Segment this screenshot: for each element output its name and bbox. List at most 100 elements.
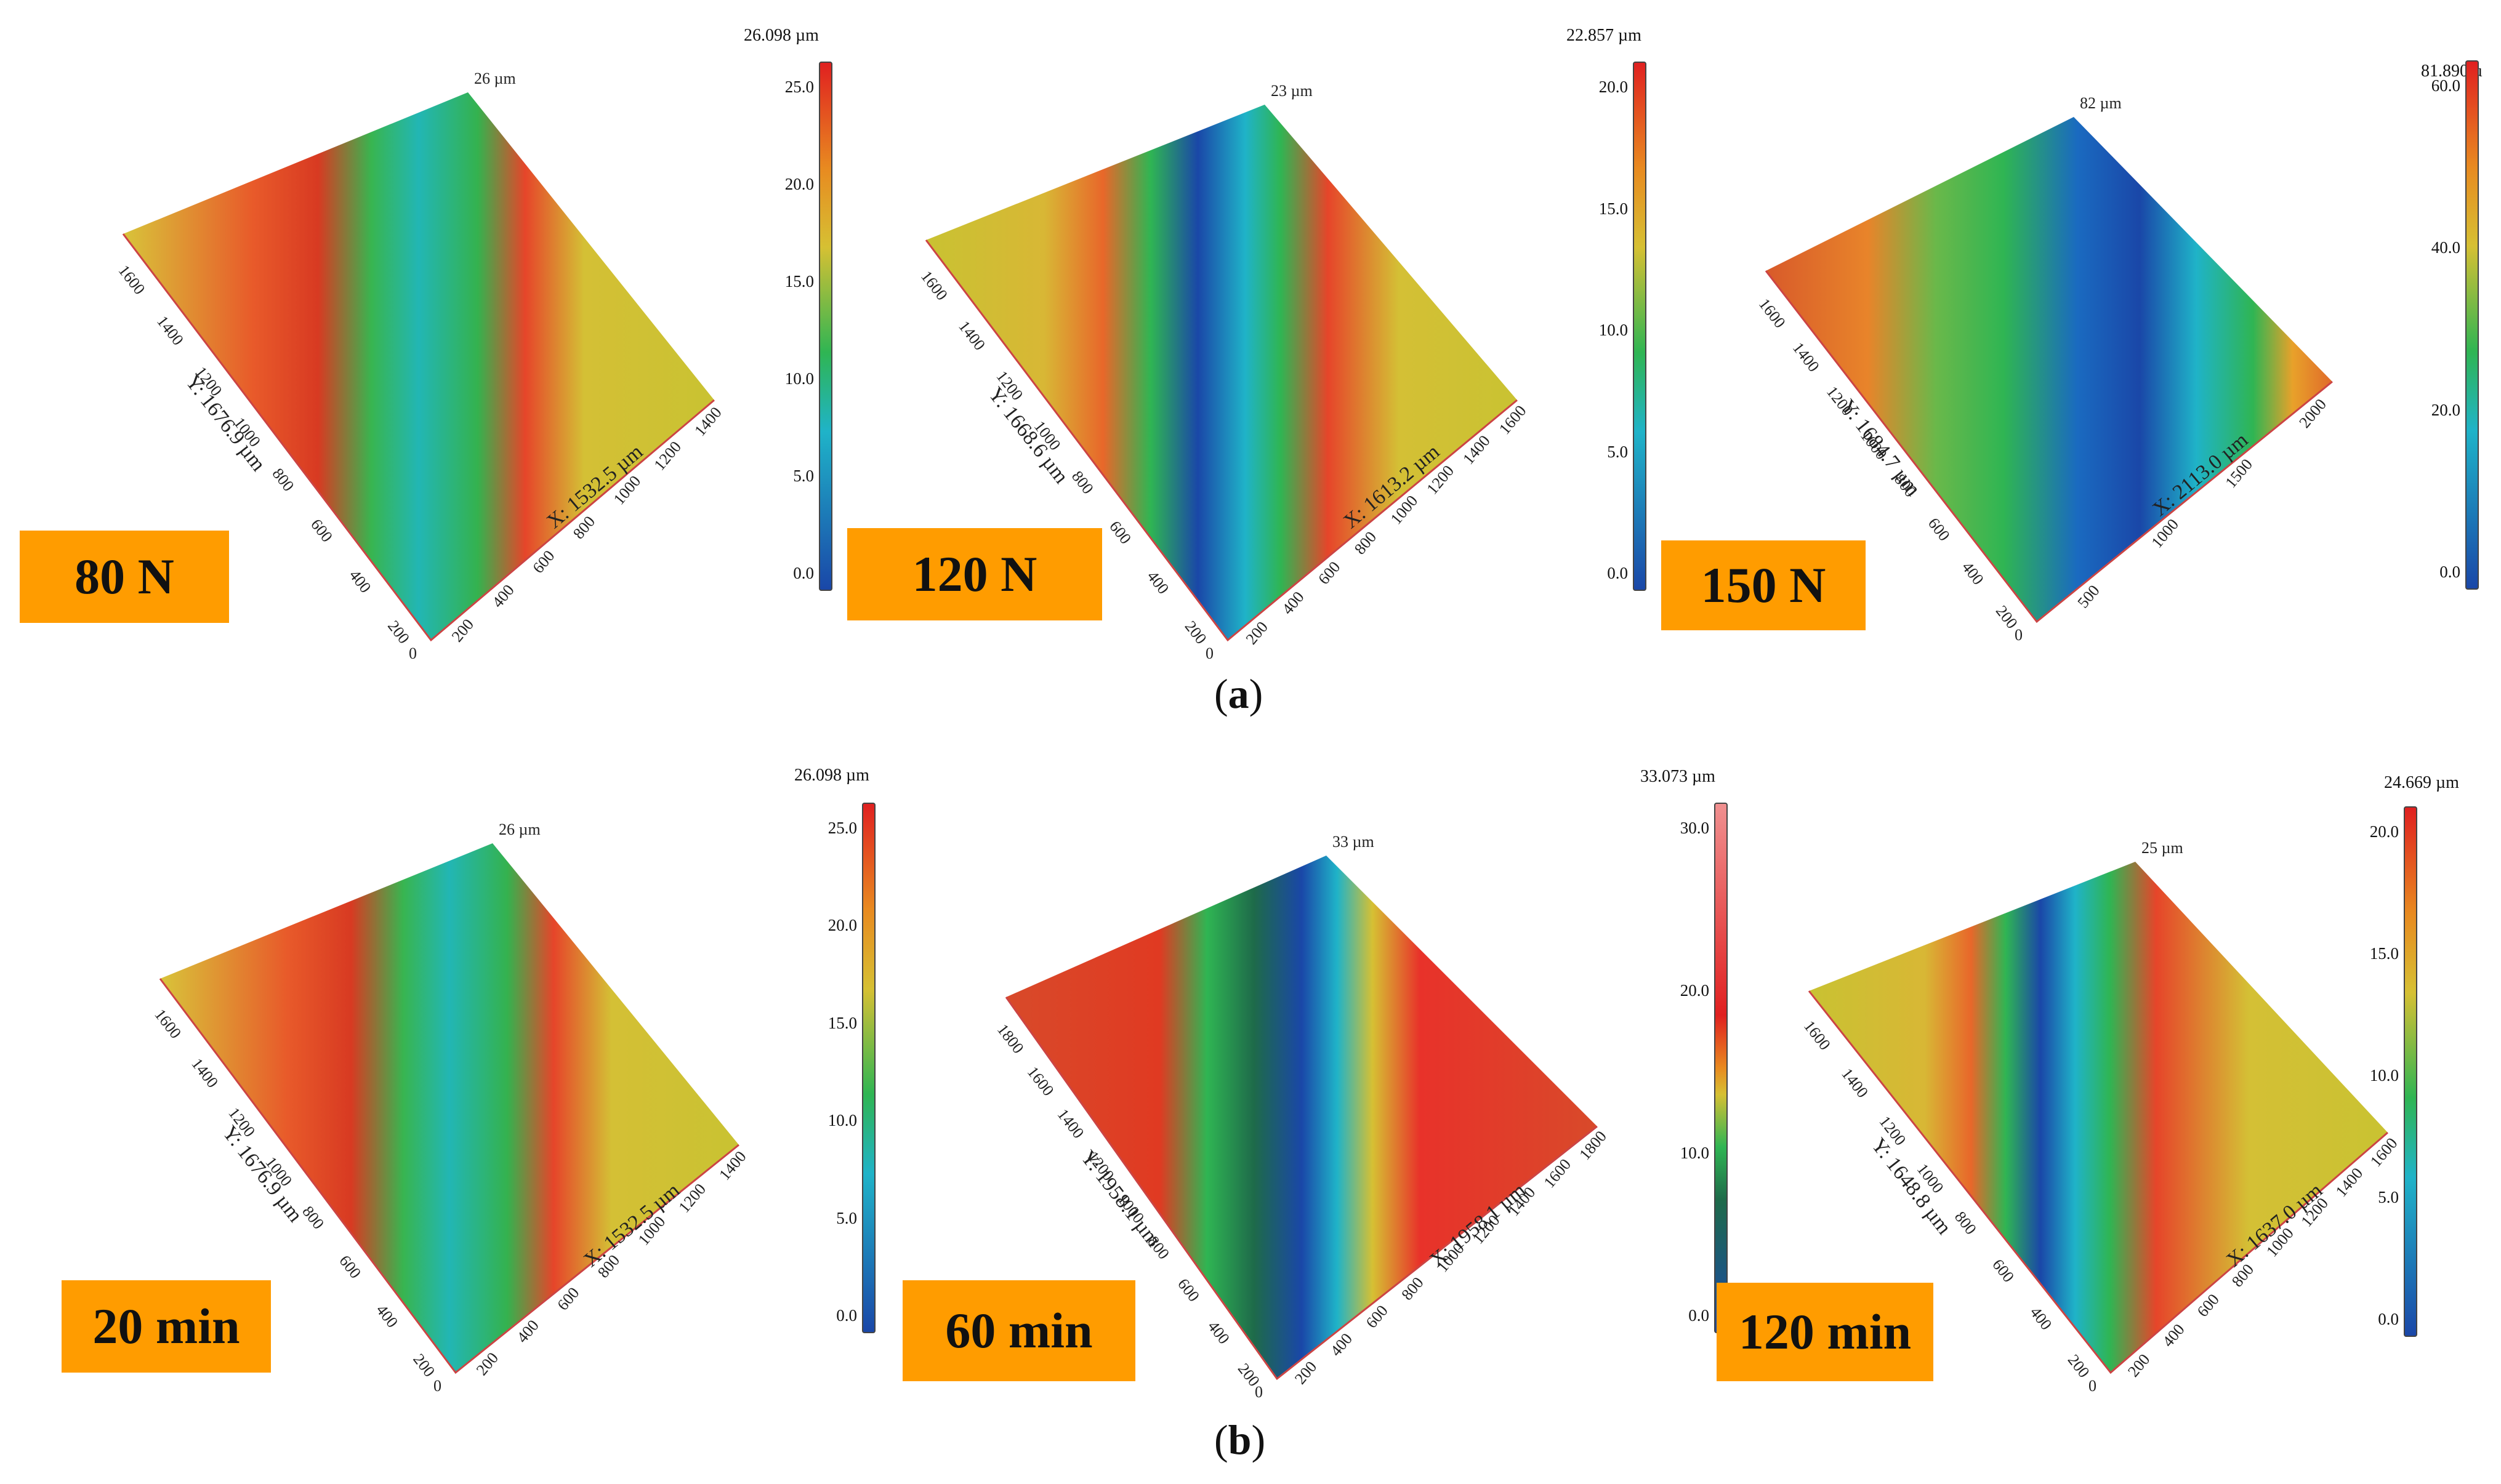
origin-label: 0: [1206, 644, 1214, 662]
y-tick-label: 1400: [188, 1055, 222, 1091]
panel-label: 20 min: [62, 1280, 271, 1373]
colorbar-tick-label: 15.0: [2369, 944, 2399, 963]
colorbar-tick-label: 25.0: [828, 819, 857, 837]
colorbar-tick-label: 5.0: [836, 1208, 857, 1227]
axis-frame: [1808, 990, 2388, 1374]
colorbar-tick-label: 0.0: [1607, 564, 1628, 582]
y-tick-label: 200: [409, 1350, 438, 1381]
colorbar-tick-label: 20.0: [784, 175, 814, 193]
y-tick-label: 600: [307, 516, 336, 546]
y-tick-label: 1400: [1789, 339, 1823, 375]
colorbar-tick-label: 5.0: [793, 467, 814, 485]
colorbar-tick-label: 30.0: [1680, 819, 1709, 837]
origin-label: 0: [1255, 1383, 1263, 1401]
colorbar-tick-label: 0.0: [836, 1306, 857, 1325]
axis-frame: [1005, 997, 1598, 1381]
surface-fill: [1809, 862, 2388, 1373]
colorbar-tick-label: 10.0: [784, 369, 814, 388]
panel-label: 60 min: [903, 1280, 1135, 1381]
y-tick-label: 800: [1951, 1208, 1980, 1238]
colorbar-tick-label: 20.0: [2431, 400, 2460, 419]
caption-b: (b): [1214, 1416, 1266, 1463]
panel-label: 80 N: [20, 531, 229, 623]
y-tick-label: 1400: [153, 313, 187, 349]
y-tick-label: 600: [1106, 518, 1135, 548]
colorbar: [1633, 62, 1646, 591]
y-tick-label: 1400: [1838, 1065, 1872, 1101]
colorbar: [819, 62, 832, 591]
colorbar-tick-label: 15.0: [828, 1013, 857, 1032]
panel-label: 120 N: [847, 528, 1102, 620]
colorbar-tick-label: 0.0: [2439, 563, 2460, 581]
y-tick-label: 400: [1143, 568, 1172, 598]
colorbar-tick-label: 10.0: [2369, 1066, 2399, 1085]
y-tick-label: 1600: [917, 267, 951, 303]
peak-height-label: 25 µm: [2141, 839, 2183, 857]
colorbar-tick-label: 5.0: [2378, 1188, 2399, 1206]
y-tick-label: 1600: [115, 262, 149, 298]
y-tick-label: 400: [346, 566, 375, 596]
colorbar-max: 26.098 µm: [744, 26, 819, 45]
peak-height-label: 23 µm: [1271, 82, 1313, 100]
y-tick-label: 1600: [1800, 1017, 1834, 1054]
colorbar-tick-label: 0.0: [793, 564, 814, 582]
colorbar: [2404, 806, 2417, 1337]
y-tick-label: 600: [336, 1252, 364, 1282]
colorbar-tick-label: 20.0: [828, 916, 857, 935]
peak-height-label: 33 µm: [1332, 833, 1374, 851]
y-tick-label: 200: [384, 617, 413, 648]
axis-frame: [1765, 270, 2333, 624]
y-tick-label: 1600: [1024, 1063, 1058, 1099]
colorbar-tick-label: 20.0: [1598, 78, 1628, 96]
surface-fill: [123, 92, 714, 640]
origin-label: 0: [409, 644, 417, 662]
axis-frame: [122, 233, 715, 642]
colorbar-max: 33.073 µm: [1640, 767, 1715, 786]
colorbar-tick-label: 15.0: [1598, 199, 1628, 218]
y-tick-label: 400: [1204, 1318, 1233, 1348]
y-tick-label: 400: [373, 1301, 401, 1331]
colorbar-tick-label: 10.0: [1680, 1144, 1709, 1162]
peak-height-label: 26 µm: [474, 70, 516, 87]
colorbar-max: 22.857 µm: [1566, 26, 1641, 45]
panel-label: 120 min: [1717, 1283, 1933, 1381]
colorbar-tick-label: 0.0: [2378, 1310, 2399, 1328]
surface-fill: [1006, 856, 1597, 1379]
y-tick-label: 1600: [1755, 295, 1789, 331]
y-tick-label: 600: [1174, 1275, 1203, 1306]
colorbar-max: 24.669 µm: [2384, 773, 2459, 792]
y-tick-label: 600: [1925, 515, 1954, 545]
origin-label: 0: [433, 1377, 441, 1395]
colorbar-tick-label: 25.0: [784, 78, 814, 96]
y-tick-label: 400: [2026, 1304, 2055, 1334]
colorbar-max: 26.098 µm: [794, 766, 869, 785]
colorbar: [862, 803, 876, 1333]
origin-label: 0: [2088, 1377, 2096, 1395]
y-tick-label: 800: [269, 465, 298, 495]
panel-20min: 26 µm 1600 1400 1200 1000 800 600 400 200 200 400 6…: [0, 739, 876, 1403]
caption-a: (a): [1214, 670, 1263, 717]
panel-120n: 23 µm 1600 1400 1200 1000 800 600 400 200 200 400 6…: [834, 0, 1667, 665]
panel-120min: 25 µm 1600 1400 1200 1000 800 600 400 200 200 400 6…: [1667, 739, 2501, 1403]
peak-height-label: 82 µm: [2080, 94, 2122, 112]
colorbar-tick-label: 20.0: [2369, 822, 2399, 841]
colorbar-tick-label: 0.0: [1688, 1306, 1709, 1325]
caption-a-letter: a: [1228, 670, 1249, 717]
panel-80n: 26 µm 1600 1400 1200 1000 800 600 400 200 200 400 6…: [0, 0, 834, 665]
caption-b-letter: b: [1228, 1416, 1252, 1463]
colorbar-tick-label: 40.0: [2431, 238, 2460, 257]
colorbar-tick-label: 20.0: [1680, 981, 1709, 1000]
y-tick-label: 1400: [1053, 1105, 1087, 1142]
surface-fill: [160, 843, 739, 1373]
peak-height-label: 26 µm: [499, 820, 541, 838]
axis-frame: [925, 239, 1518, 642]
panel-150n: 82 µm 1600 1400 1200 1000 800 600 400 200 500 1000…: [1661, 0, 2501, 665]
y-tick-label: 1800: [994, 1021, 1028, 1057]
colorbar: [2465, 60, 2479, 590]
y-tick-label: 400: [1959, 558, 1988, 588]
colorbar-tick-label: 15.0: [784, 272, 814, 291]
